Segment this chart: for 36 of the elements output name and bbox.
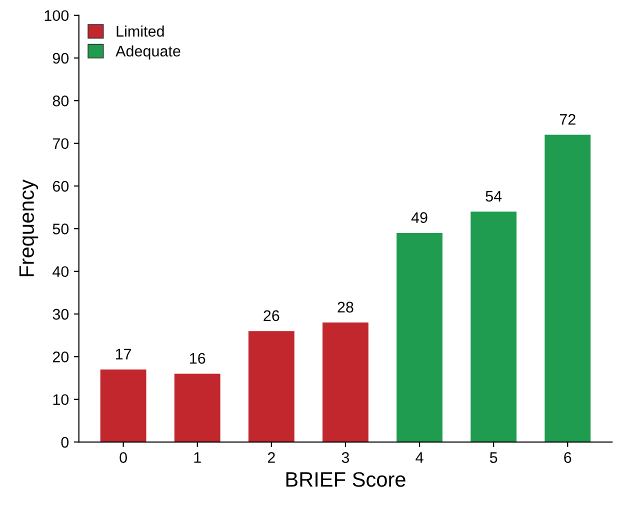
y-tick-label: 20 [52,352,69,362]
y-tick-label: 60 [52,180,69,192]
x-tick-label: 0 [120,452,127,463]
bar [544,134,591,442]
y-tick-label: 0 [61,436,69,448]
y-tick-label: 40 [52,266,69,278]
x-tick-label: 3 [342,452,350,463]
y-tick-label: 30 [52,308,69,320]
data-label: 28 [338,302,354,313]
data-label: 72 [560,114,576,125]
data-label: 17 [116,348,132,360]
bar [248,331,294,442]
x-tick-label: 6 [564,452,572,463]
y-axis-title: Frequency [19,179,38,276]
y-tick-label: 80 [52,96,69,106]
x-tick-label: 2 [268,452,275,463]
bar [470,212,517,442]
y-tick-label: 50 [52,224,69,234]
y-tick-label: 90 [52,52,69,64]
y-tick-label: 10 [53,394,69,406]
y-tick-label: 100 [44,10,69,22]
data-label: 54 [486,190,502,202]
bar [100,369,146,442]
bar [322,322,368,442]
bar [174,374,220,442]
y-tick-label: 70 [52,138,69,150]
data-label: 16 [190,352,206,364]
data-label: 26 [264,310,280,322]
data-label: 49 [411,212,428,223]
bar [396,232,442,442]
legend-label: Adequate [116,45,180,60]
x-tick-label: 4 [416,452,424,463]
legend-label: Limited [116,25,164,37]
x-axis-title: BRIEF Score [286,472,406,487]
x-tick-label: 1 [194,452,201,463]
x-tick-label: 5 [490,452,498,463]
